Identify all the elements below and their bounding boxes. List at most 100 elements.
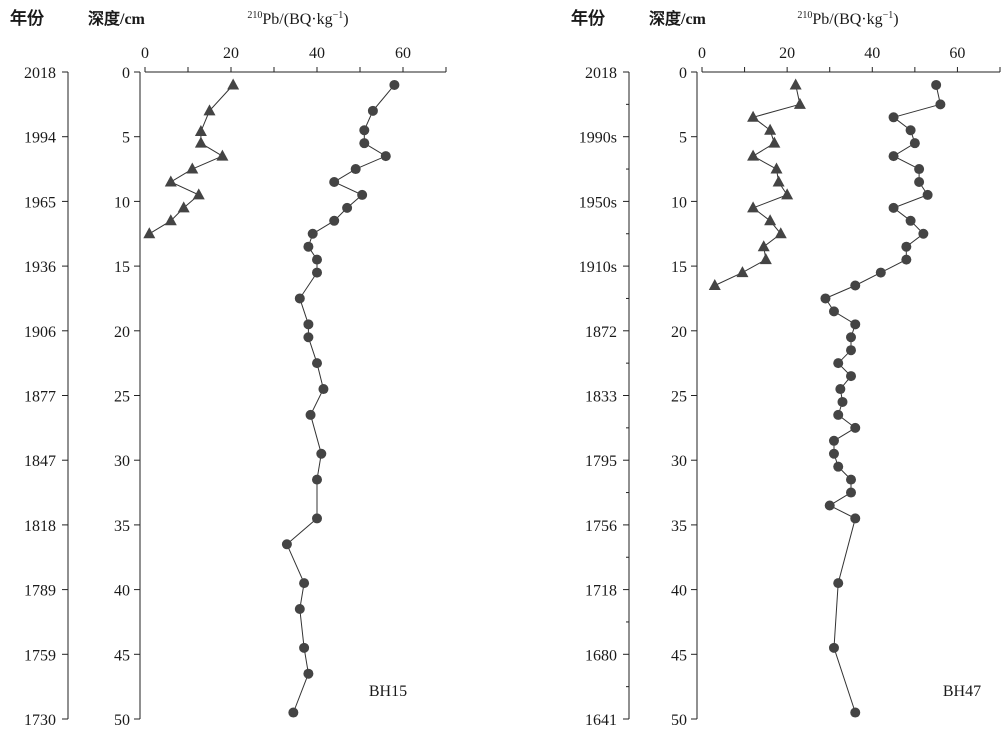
- data-point-circle: [833, 578, 844, 589]
- series-triangle: [708, 78, 806, 291]
- data-point-circle: [281, 539, 292, 550]
- year-tick-label: 1872: [585, 324, 617, 341]
- data-point-triangle: [757, 240, 770, 252]
- data-point-circle: [828, 435, 839, 446]
- year-tick-label: 1641: [585, 712, 617, 729]
- data-point-triangle: [764, 214, 777, 226]
- data-point-triangle: [781, 188, 794, 200]
- depth-tick-label: 35: [114, 518, 130, 535]
- depth-tick-label: 10: [114, 194, 130, 211]
- year-tick-label: 1795: [585, 453, 617, 470]
- data-point-triangle: [177, 201, 190, 213]
- x-axis-title: 210Pb/(BQ·kg−1): [797, 10, 898, 28]
- year-tick-label: 1965: [24, 194, 56, 211]
- data-point-circle: [835, 384, 846, 395]
- x-title-exponent: −1: [883, 10, 894, 21]
- data-point-circle: [833, 358, 844, 369]
- data-point-circle: [833, 409, 844, 420]
- data-point-circle: [299, 578, 310, 589]
- data-point-circle: [820, 293, 831, 304]
- data-point-circle: [329, 215, 340, 226]
- year-tick-label: 1680: [585, 647, 617, 664]
- x-title-close: ): [893, 11, 898, 28]
- x-tick-label: 0: [698, 45, 706, 62]
- depth-tick-label: 45: [671, 647, 687, 664]
- data-point-triangle: [768, 136, 781, 148]
- series-line-triangle: [714, 84, 801, 286]
- depth-tick-label: 15: [114, 259, 130, 276]
- depth-header: 深度/cm: [649, 9, 707, 28]
- data-point-circle: [837, 396, 848, 407]
- depth-tick-label: 30: [114, 453, 130, 470]
- x-tick-label: 20: [779, 45, 795, 62]
- data-point-triangle: [759, 253, 772, 265]
- data-point-circle: [367, 105, 378, 116]
- data-point-circle: [342, 202, 353, 213]
- data-point-circle: [294, 293, 305, 304]
- data-point-circle: [901, 241, 912, 252]
- year-tick-label: 1936: [24, 259, 56, 276]
- data-point-triangle: [764, 123, 777, 135]
- data-point-circle: [850, 422, 861, 433]
- data-point-triangle: [164, 214, 177, 226]
- x-title-superscript: 210: [797, 10, 812, 21]
- data-point-circle: [357, 189, 368, 200]
- data-point-triangle: [708, 279, 721, 291]
- depth-tick-label: 25: [671, 389, 687, 406]
- x-tick-label: 40: [864, 45, 880, 62]
- data-point-triangle: [747, 149, 760, 161]
- panel-label: BH15: [369, 683, 407, 700]
- data-point-triangle: [770, 162, 783, 174]
- year-tick-label: 1730: [24, 712, 56, 729]
- data-point-circle: [824, 500, 835, 511]
- data-point-circle: [846, 345, 856, 356]
- data-point-circle: [288, 707, 299, 718]
- data-point-circle: [312, 513, 322, 524]
- depth-tick-label: 30: [671, 453, 687, 470]
- data-point-circle: [294, 604, 305, 615]
- x-title-close: ): [343, 11, 348, 28]
- data-point-triangle: [227, 78, 240, 90]
- series-triangle: [143, 78, 240, 239]
- depth-header: 深度/cm: [88, 9, 146, 28]
- data-point-circle: [389, 79, 400, 90]
- data-point-circle: [931, 79, 942, 90]
- data-point-circle: [850, 319, 861, 330]
- depth-tick-label: 0: [679, 65, 687, 82]
- data-point-circle: [312, 358, 322, 369]
- year-header: 年份: [571, 8, 606, 28]
- depth-tick-label: 20: [114, 324, 130, 341]
- year-tick-label: 1877: [24, 389, 56, 406]
- data-point-circle: [299, 642, 310, 653]
- year-tick-label: 1759: [24, 647, 56, 664]
- data-point-triangle: [194, 136, 207, 148]
- data-point-circle: [828, 306, 839, 317]
- year-tick-label: 1994: [24, 130, 56, 147]
- data-point-circle: [888, 112, 899, 123]
- data-point-triangle: [793, 97, 806, 109]
- data-point-circle: [359, 125, 370, 136]
- data-point-circle: [846, 487, 856, 498]
- year-tick-label: 1990s: [579, 130, 617, 147]
- year-tick-label: 1910s: [579, 259, 617, 276]
- data-point-circle: [918, 228, 929, 239]
- data-point-circle: [359, 138, 370, 149]
- data-point-circle: [307, 228, 318, 239]
- data-point-circle: [850, 280, 861, 291]
- data-point-circle: [303, 668, 314, 679]
- series-circle: [820, 79, 946, 718]
- year-tick-label: 1789: [24, 583, 56, 600]
- panel-bh15: 年份 深度/cm 210Pb/(BQ·kg−1) 0 20 40 60 0 5 10 15 20 25 3…: [10, 8, 447, 729]
- data-point-circle: [914, 176, 925, 187]
- data-point-circle: [380, 151, 391, 162]
- series-circle: [281, 79, 400, 718]
- data-point-circle: [850, 513, 861, 524]
- depth-tick-label: 40: [114, 583, 130, 600]
- x-title-exponent: −1: [333, 10, 344, 21]
- data-point-circle: [350, 164, 361, 175]
- data-point-circle: [312, 267, 322, 278]
- x-tick-label: 40: [309, 45, 325, 62]
- data-point-circle: [909, 138, 920, 149]
- data-point-circle: [850, 707, 861, 718]
- data-point-triangle: [772, 175, 785, 187]
